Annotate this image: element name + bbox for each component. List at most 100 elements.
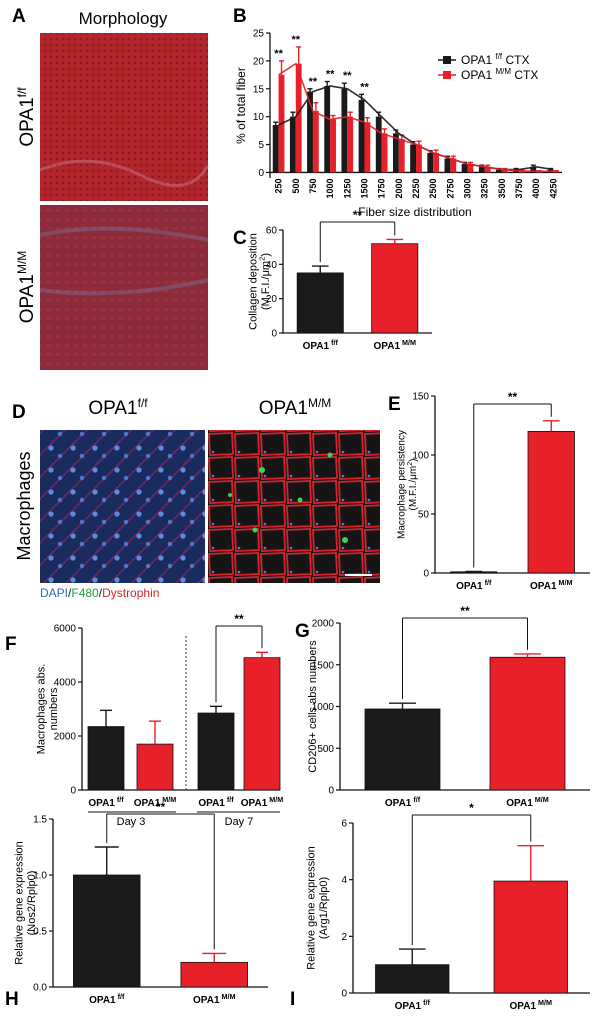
bar-mutant-500 xyxy=(295,63,302,173)
significance-label: ** xyxy=(360,81,369,93)
y-tick-label: 150 xyxy=(412,392,429,403)
significance-label: ** xyxy=(343,70,352,82)
y-axis-label: Relative gene expression(Nos2/Rplp0) xyxy=(13,841,38,965)
significance-label: ** xyxy=(353,208,363,222)
significance-label: ** xyxy=(460,604,470,618)
y-tick-label: 2 xyxy=(341,932,347,943)
bar-mutant-2750 xyxy=(450,158,457,173)
y-tick-label: 500 xyxy=(317,744,334,755)
trend-line-mutant xyxy=(278,62,554,173)
y-tick-label: 1.0 xyxy=(33,871,47,882)
x-tick-label: 3250 xyxy=(480,178,490,198)
x-category-label: OPA1 f/f xyxy=(385,795,421,809)
panel-letter: E xyxy=(388,394,401,415)
x-category-label: OPA1 f/f xyxy=(88,795,124,809)
y-tick-label: 0.5 xyxy=(33,927,47,938)
x-category-label: OPA1 f/f xyxy=(89,992,125,1006)
panel-letter: B xyxy=(233,6,247,27)
morphology-image-control xyxy=(40,33,208,201)
bar-control-1000 xyxy=(324,85,331,173)
x-tick-label: 500 xyxy=(291,178,301,193)
bar-1 xyxy=(73,874,141,988)
legend-marker-2 xyxy=(443,71,451,79)
row-label-mutant: OPA1M/M xyxy=(15,251,38,324)
bar-control-250 xyxy=(272,125,279,173)
x-category-label: OPA1 M/M xyxy=(374,338,416,352)
y-tick-label: 20 xyxy=(253,56,265,67)
bar-mutant-4250 xyxy=(553,171,560,173)
chart-cd206-cells: G 0 500 1000 1500 2000 CD206+ cells abs number… xyxy=(295,604,590,809)
bar-mutant-2500 xyxy=(433,152,440,173)
x-tick-label: 250 xyxy=(274,178,284,193)
col-label-mutant: OPA1M/M xyxy=(259,396,332,419)
bar-4 xyxy=(243,657,281,791)
x-tick-label: 3000 xyxy=(463,178,473,198)
bar-1 xyxy=(296,272,344,334)
bar-mutant-3500 xyxy=(501,169,508,173)
y-tick-label: 4000 xyxy=(54,678,77,689)
bar-2 xyxy=(527,430,575,574)
bar-mutant-1250 xyxy=(347,116,354,173)
x-tick-label: 3750 xyxy=(514,178,524,198)
stain-legend: DAPI/F480/Dystrophin xyxy=(40,586,159,600)
row-label-control: OPA1f/f xyxy=(15,87,38,147)
panel-a-title: Morphology xyxy=(79,9,168,28)
x-category-label: OPA1 f/f xyxy=(395,998,431,1012)
bar-2 xyxy=(493,880,568,994)
bar-2 xyxy=(136,743,174,791)
significance-label: ** xyxy=(274,48,283,60)
x-tick-label: 4250 xyxy=(548,178,558,198)
panel-d-letter: D xyxy=(12,402,26,423)
panel-d: D OPA1f/f OPA1M/M Macrophages DAPI/F480/… xyxy=(12,396,380,600)
y-tick-label: 6 xyxy=(341,819,347,830)
y-tick-label: 6000 xyxy=(54,624,77,635)
morphology-collagen-streak xyxy=(39,226,209,296)
macrophages-row-label: Macrophages xyxy=(14,451,34,560)
bar-control-3500 xyxy=(496,169,502,173)
y-tick-label: 0 xyxy=(423,569,429,580)
x-tick-label: 1250 xyxy=(342,178,352,198)
significance-label: ** xyxy=(326,69,335,81)
bar-1 xyxy=(364,708,441,791)
bar-1 xyxy=(87,726,125,791)
f480-signal xyxy=(228,452,348,543)
bar-mutant-3000 xyxy=(467,164,474,173)
x-tick-label: 2000 xyxy=(394,178,404,198)
x-tick-label: 4000 xyxy=(531,178,541,198)
x-tick-label: 1750 xyxy=(377,178,387,198)
bar-control-750 xyxy=(307,91,313,173)
bar-control-2500 xyxy=(427,152,434,173)
bar-mutant-1750 xyxy=(381,133,388,173)
y-tick-label: 1500 xyxy=(312,660,335,671)
chart-arg1-expression: I 0 2 4 6 Relative gene expression(Arg1/Rplp0… xyxy=(290,801,590,1012)
bar-control-3000 xyxy=(461,164,468,173)
chart-macrophage-persistency: E 0 50 100 150 Macrophage persistency(M.F.I./… xyxy=(388,390,590,592)
y-tick-label: 15 xyxy=(253,84,265,95)
significance-label: ** xyxy=(234,612,244,626)
y-tick-label: 100 xyxy=(412,451,429,462)
bar-mutant-3250 xyxy=(484,166,491,173)
x-category-label: OPA1 M/M xyxy=(193,992,235,1006)
x-category-label: OPA1 M/M xyxy=(530,578,572,592)
macrophage-image-control xyxy=(40,430,205,583)
legend-label-1: OPA1 f/f CTX xyxy=(461,52,529,67)
y-tick-label: 20 xyxy=(266,294,278,305)
bar-control-1250 xyxy=(341,88,348,173)
y-tick-label: 60 xyxy=(266,226,278,237)
group-label-day-7: Day 7 xyxy=(225,816,254,828)
x-category-label: OPA1 M/M xyxy=(510,998,552,1012)
y-tick-label: 0 xyxy=(70,786,76,797)
y-tick-label: 50 xyxy=(418,510,430,521)
x-tick-label: 750 xyxy=(308,178,318,193)
y-axis-label: % of total fiber xyxy=(234,67,248,144)
x-tick-label: 2250 xyxy=(411,178,421,198)
y-tick-label: 5 xyxy=(258,140,264,151)
macrophage-image-mutant xyxy=(208,430,380,583)
bar-mutant-750 xyxy=(312,111,319,173)
significance-label: ** xyxy=(156,800,166,814)
bar-2 xyxy=(371,243,419,334)
y-tick-label: 0 xyxy=(258,168,264,179)
legend-marker-1 xyxy=(443,56,451,64)
